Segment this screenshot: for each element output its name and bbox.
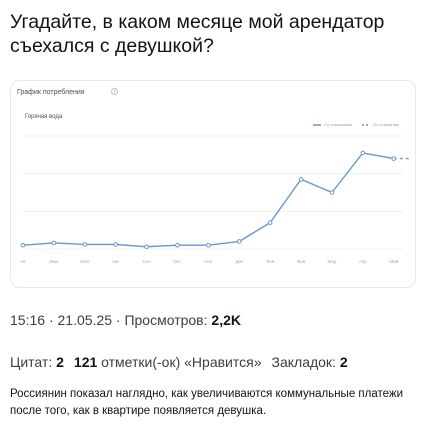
x-tick-label: Авг bbox=[112, 259, 119, 264]
post-time: 15:16 bbox=[10, 312, 46, 328]
x-tick-label: Июн bbox=[49, 259, 59, 264]
legend-swatch-dashed bbox=[362, 123, 371, 126]
x-tick-label: Ав bbox=[20, 259, 26, 264]
data-point bbox=[20, 242, 26, 248]
likes-label: отметки(-ок) «Нравится» bbox=[101, 354, 262, 370]
x-tick-label: Ноя bbox=[204, 259, 213, 264]
info-icon[interactable]: i bbox=[111, 88, 118, 95]
bookmarks-stat[interactable]: Закладок: 2 bbox=[272, 354, 348, 370]
x-tick-label: Янв bbox=[266, 259, 275, 264]
data-point bbox=[360, 150, 366, 156]
legend-swatch-solid bbox=[313, 123, 322, 126]
x-tick-label: Дек bbox=[235, 259, 243, 264]
post-date: 21.05.25 bbox=[57, 312, 113, 328]
x-tick-label: Сен bbox=[142, 259, 151, 264]
quotes-count: 2 bbox=[56, 354, 64, 370]
data-point bbox=[82, 242, 88, 247]
data-point bbox=[113, 242, 118, 247]
legend-item-readings[interactable]: По показаниям bbox=[313, 122, 352, 127]
chart-card-title: График потребления bbox=[17, 89, 85, 96]
bookmarks-label: Закладок: bbox=[271, 354, 336, 370]
x-tick-label: Окт bbox=[174, 259, 182, 264]
quotes-stat[interactable]: Цитат: 2 bbox=[10, 354, 64, 370]
data-point bbox=[175, 242, 180, 248]
quotes-label: Цитат: bbox=[10, 354, 53, 370]
post-caption: Россиянин показал наглядно, как увеличив… bbox=[10, 388, 404, 417]
bookmarks-count: 2 bbox=[339, 354, 348, 370]
views-label: Просмотров: bbox=[124, 312, 208, 328]
views-count: 2,2K bbox=[211, 312, 241, 328]
legend-label-norm: По нормативу bbox=[373, 122, 399, 127]
chart-legend: По показаниям По нормативу bbox=[313, 122, 399, 127]
data-point bbox=[267, 220, 273, 225]
post-meta: 15:16 · 21.05.25 · Просмотров: 2,2K bbox=[10, 312, 241, 328]
data-point bbox=[51, 240, 57, 246]
data-point bbox=[391, 156, 397, 161]
x-tick-label: Фев bbox=[297, 259, 306, 264]
data-point bbox=[236, 239, 242, 244]
consumption-chart-card: График потребления i Горячая вода По пок… bbox=[10, 80, 416, 288]
data-point bbox=[298, 177, 304, 182]
likes-count: 121 bbox=[73, 354, 98, 370]
likes-stat[interactable]: 121 отметки(-ок) «Нравится» bbox=[74, 354, 262, 370]
post-title: Угадайте, в каком месяце мой арендатор с… bbox=[10, 11, 385, 57]
data-point bbox=[329, 190, 335, 195]
data-point bbox=[144, 244, 149, 250]
x-tick-label: Мар bbox=[328, 259, 337, 264]
x-tick-label: Май bbox=[389, 258, 398, 264]
chart-title: Горячая вода bbox=[25, 114, 63, 120]
meta-separator-2: · bbox=[115, 312, 121, 328]
series-line-readings bbox=[22, 152, 394, 248]
x-tick-label: Июл bbox=[80, 259, 90, 264]
line-chart: Ав Июн Июл Авг Сен Окт Ноя Дек Янв Фев Мар Апр Май bbox=[20, 135, 411, 264]
post-stats: Цитат: 2 121 отметки(-ок) «Нравится» Зак… bbox=[10, 354, 348, 370]
legend-item-norm[interactable]: По нормативу bbox=[362, 122, 399, 127]
legend-label-readings: По показаниям bbox=[324, 122, 353, 127]
data-point bbox=[206, 242, 211, 248]
meta-separator: · bbox=[48, 312, 54, 328]
x-tick-label: Апр bbox=[359, 259, 367, 264]
